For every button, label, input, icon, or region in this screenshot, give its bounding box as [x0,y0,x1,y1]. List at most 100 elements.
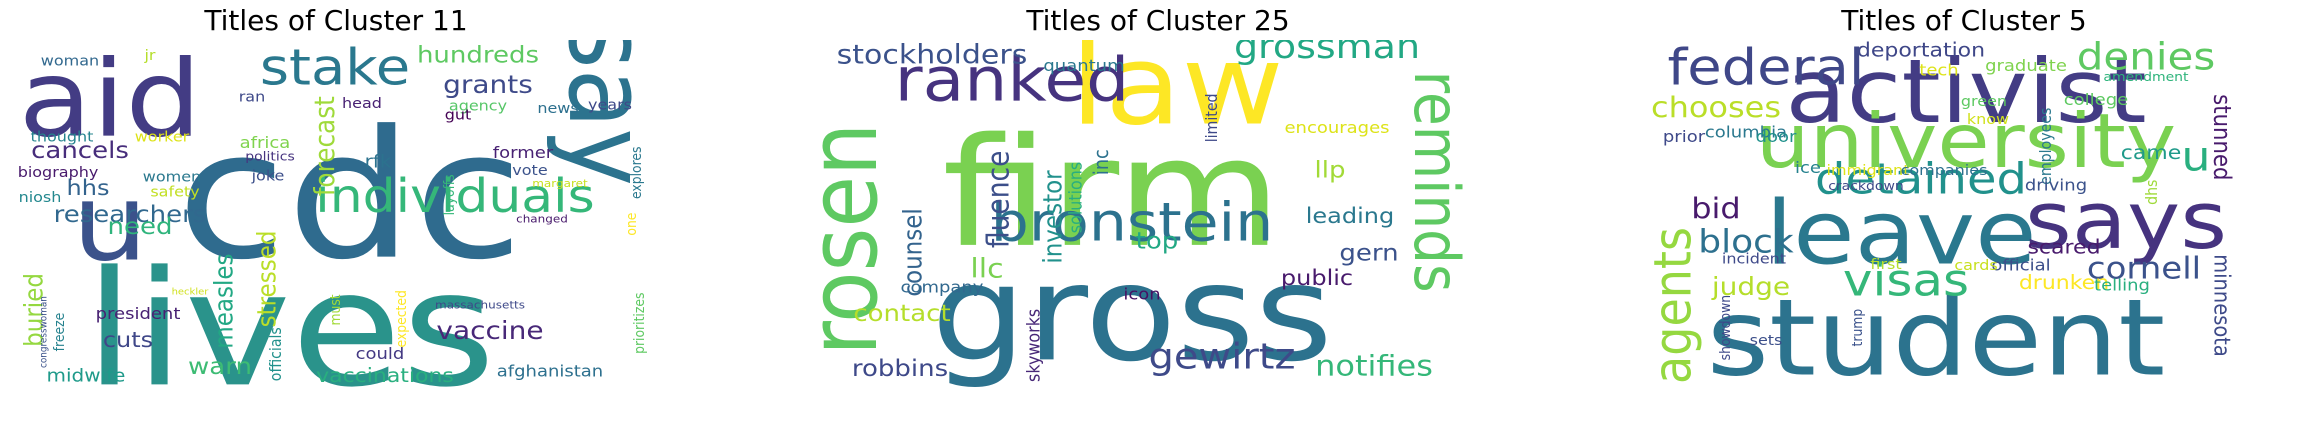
word-news: news [537,100,579,117]
word-margaret: margaret [532,177,588,190]
word-could: could [356,345,405,364]
word-women: women [143,168,201,185]
word-incident: incident [1722,251,1786,268]
word-notifies: notifies [1315,350,1433,383]
word-llc: llc [970,253,1003,284]
word-rfk: rfk [365,151,392,172]
word-hundreds: hundreds [417,41,539,68]
word-public: public [1281,266,1353,290]
word-amendment: amendment [2103,71,2188,85]
word-explores: explores [630,146,646,199]
word-hhs: hhs [67,176,110,200]
word-scared: scared [2027,236,2100,258]
word-officials: officials [266,327,285,381]
word-cornell: cornell [2087,250,2201,286]
word-congresswoman: congresswoman [38,296,50,368]
word-graduate: graduate [1985,57,2067,76]
word-gross: gross [931,238,1333,392]
word-lives: lives [84,237,495,423]
word-columbia: columbia [1705,124,1787,143]
word-joke: joke [251,167,285,184]
word-solutions: solutions [1065,162,1086,233]
word-ice: ice [1795,159,1821,178]
word-layoffs: layoffs [443,174,459,215]
word-tech: tech [1919,62,1958,81]
word-top: top [1136,227,1179,254]
word-buried: buried [18,273,49,347]
word-student: student [1707,276,2166,400]
word-need: need [108,213,173,240]
word-counsel: counsel [897,208,928,296]
word-first: first [1870,256,1901,273]
word-drunken: drunken [2019,271,2109,293]
word-forecast: forecast [309,96,342,196]
word-icon: icon [1123,286,1160,305]
word-says: says [2025,175,2227,268]
wordcloud: lives cdc aid say u stake individuals hundreds g… [0,40,672,425]
word-bronstein: bronstein [991,192,1273,254]
word-cdc: cdc [177,93,524,299]
word-prioritizes: prioritizes [633,292,649,353]
word-ran: ran [239,89,266,106]
word-former: former [493,144,553,163]
word-years: years [588,97,632,114]
word-chooses: chooses [1651,92,1781,125]
word-came: came [2121,141,2182,163]
panel-cluster-5: Titles of Cluster 5 student activist unive… [1636,0,2292,435]
word-ranked: ranked [895,45,1130,115]
panel-cluster-25: Titles of Cluster 25 gross firm law rosen ra… [822,0,1494,435]
word-stressed: stressed [251,231,282,328]
word-telling: telling [2094,277,2150,296]
word-stake: stake [260,40,410,97]
wordcloud: student activist university leave says federa… [1636,40,2292,425]
word-limited: limited [1202,93,1221,142]
word-biography: biography [18,164,99,181]
word-gut: gut [445,106,472,123]
word-cuts: cuts [103,328,153,352]
word-africa: africa [240,134,291,153]
word-quantum: quantum [1043,57,1124,76]
word-investor: investor [1037,170,1068,264]
word-massachusetts: massachusetts [435,298,525,311]
word-company: company [901,278,984,297]
word-showdown: showdown [1719,295,1735,360]
word-agency: agency [449,97,507,114]
word-deportation: deportation [1857,40,1985,61]
chart-title: Titles of Cluster 25 [1026,4,1290,37]
word-block: block [1698,223,1794,260]
word-changed: changed [516,212,568,225]
word-stunned: stunned [2208,94,2236,180]
word-say: say [544,40,671,186]
word-grossman: grossman [1234,40,1420,67]
word-firm: firm [942,105,1282,280]
word-cards: cards [1954,257,1997,274]
word-sets: sets [1750,332,1783,349]
word-worker: worker [135,128,190,145]
word-vaccine: vaccine [436,317,543,346]
word-individuals: individuals [315,169,594,223]
word-know: know [1967,111,2009,128]
word-measles: measles [208,253,239,348]
word-agents: agents [1642,227,1703,384]
word-heckler: heckler [172,287,209,297]
word-bid: bid [1691,193,1741,226]
word-aid: aid [18,40,201,161]
word-official: official [1991,256,2050,275]
word-college: college [2064,91,2128,110]
word-freeze: freeze [53,313,69,352]
panel-cluster-11: Titles of Cluster 11 lives cdc aid say u stak… [0,0,672,435]
word-door: door [1756,128,1797,147]
word-detained: detained [1815,154,2027,204]
word-politics: politics [245,150,295,164]
word-driving: driving [2025,177,2087,196]
word-trump: trump [1851,309,1867,347]
word-u: u [72,161,148,285]
word-one: one [625,213,641,236]
word-encourages: encourages [1284,119,1389,138]
word-vote: vote [512,162,547,179]
word-skyworks: skyworks [1023,309,1044,382]
word-rosen: rosen [822,123,899,356]
